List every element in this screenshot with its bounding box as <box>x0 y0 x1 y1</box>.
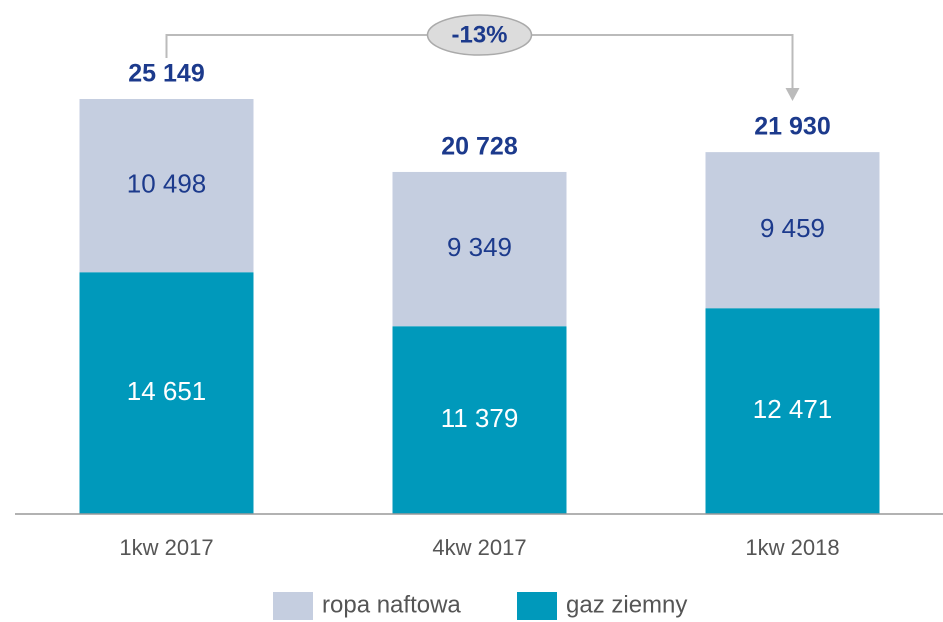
legend-swatch <box>273 592 313 620</box>
total-label: 21 930 <box>754 113 830 141</box>
legend-swatch <box>517 592 557 620</box>
value-label: 9 349 <box>447 232 512 262</box>
annotation-bubble <box>426 14 533 56</box>
bar-segment <box>392 171 567 327</box>
total-label: 25 149 <box>128 60 204 88</box>
x-tick-label: 4kw 2017 <box>432 535 526 560</box>
bar-segment <box>79 99 254 273</box>
total-label: 20 728 <box>441 133 518 161</box>
x-tick-label: 1kw 2018 <box>745 535 839 560</box>
bar-segment <box>705 152 880 309</box>
bar-segment <box>705 308 880 514</box>
value-label: 11 379 <box>441 403 519 433</box>
value-label: 14 651 <box>127 376 207 406</box>
x-tick-label: 1kw 2017 <box>119 535 213 560</box>
value-label: 9 459 <box>760 213 825 243</box>
bar-segment <box>392 326 567 514</box>
annotation-arrowhead <box>785 88 800 101</box>
value-label: 12 471 <box>753 394 833 424</box>
legend-label: gaz ziemny <box>566 591 687 618</box>
legend-label: ropa naftowa <box>322 591 461 618</box>
annotation-label: -13% <box>451 21 507 48</box>
value-label: 10 498 <box>127 168 207 198</box>
bar-segment <box>79 272 254 514</box>
